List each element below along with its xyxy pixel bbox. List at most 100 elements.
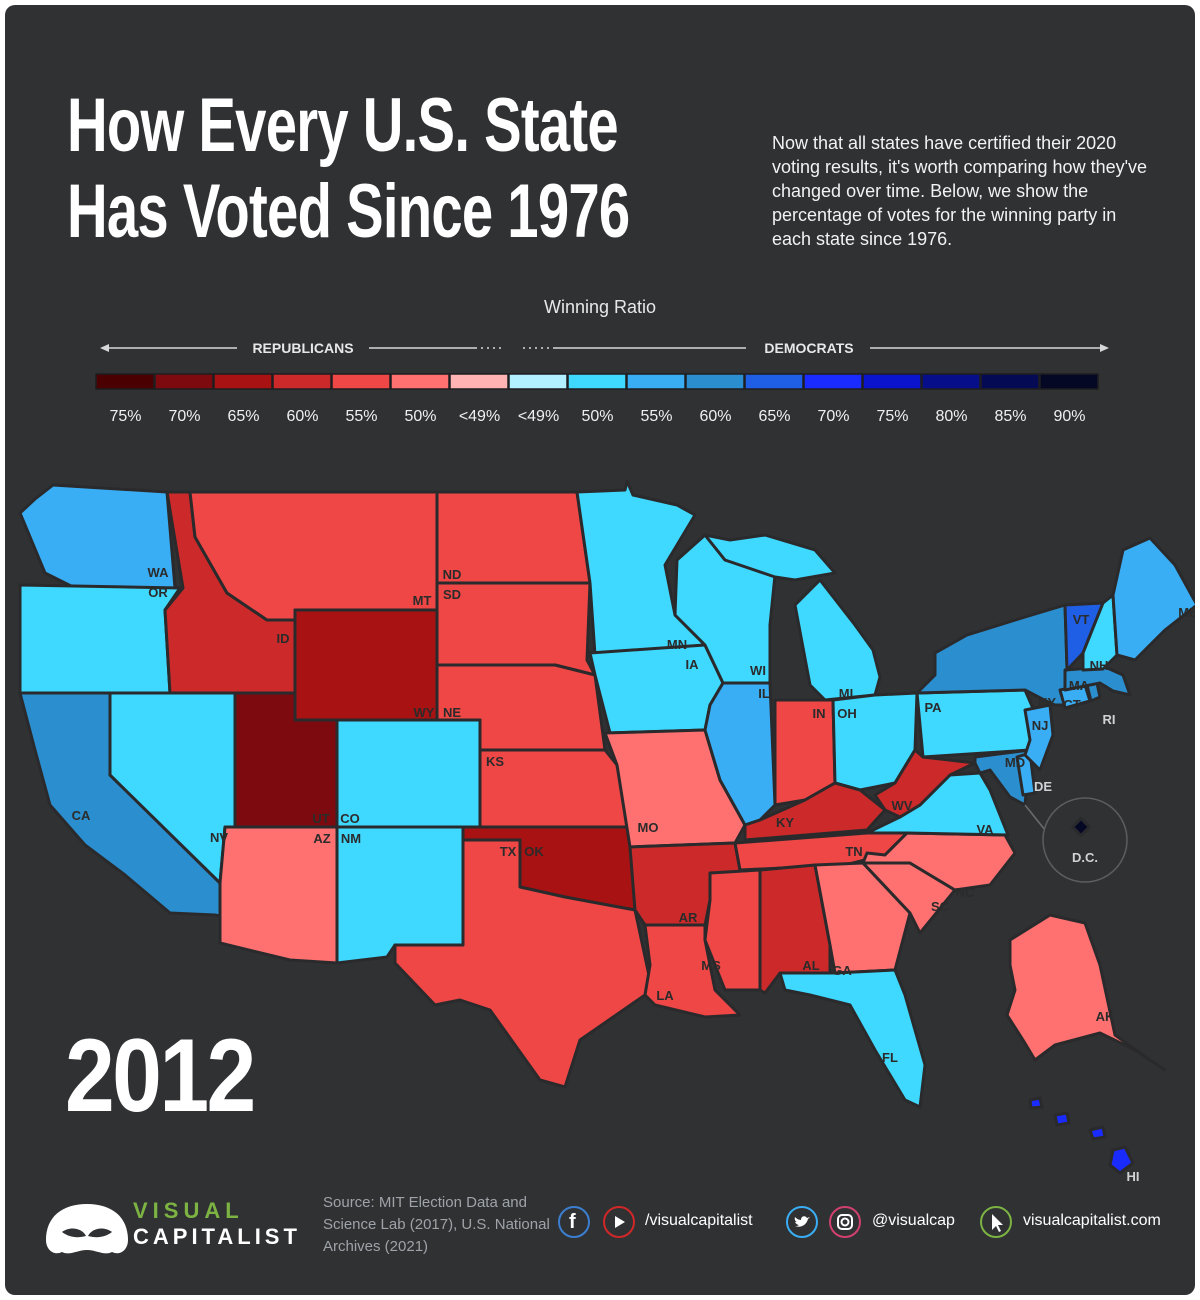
legend-tick-label: 50% <box>404 408 437 425</box>
legend-swatch <box>685 373 745 390</box>
legend-tick-label: 55% <box>640 408 673 425</box>
state-label-in: IN <box>813 706 826 721</box>
legend-swatch <box>567 373 627 390</box>
state-label-ct: CT <box>1063 697 1080 712</box>
cursor-icon[interactable] <box>980 1206 1012 1238</box>
source-text: Source: MIT Election Data and Science La… <box>323 1194 550 1255</box>
state-label-de: DE <box>1034 779 1052 794</box>
youtube-handle-link[interactable]: /visualcapitalist <box>645 1212 753 1229</box>
state-fl <box>778 968 927 1109</box>
legend-tick-label: 80% <box>935 408 968 425</box>
website-link[interactable]: visualcapitalist.com <box>1023 1212 1161 1229</box>
legend-tick-label: 65% <box>758 408 791 425</box>
legend-tick-label: 85% <box>994 408 1027 425</box>
legend-tick-label: 65% <box>227 408 260 425</box>
state-ak <box>1005 913 1167 1072</box>
legend-swatch <box>626 373 686 390</box>
state-nj <box>1023 703 1055 772</box>
legend-tick-label: 55% <box>345 408 378 425</box>
state-label-or: OR <box>148 585 168 600</box>
state-label-az: AZ <box>313 831 330 846</box>
legend-swatch <box>862 373 922 390</box>
legend-tick-label: <49% <box>517 408 560 425</box>
state-ma <box>1063 665 1132 697</box>
legend-tick-label: 75% <box>109 408 142 425</box>
legend-swatch <box>921 373 981 390</box>
instagram-icon[interactable] <box>829 1206 861 1238</box>
state-label-ok: OK <box>524 844 544 859</box>
state-ia <box>588 643 725 735</box>
state-mn <box>575 479 707 657</box>
state-label-ut: UT <box>312 811 329 826</box>
state-wv <box>873 748 977 819</box>
facebook-icon[interactable]: f <box>558 1206 590 1238</box>
logo-bottom-text: CAPITALIST <box>133 1224 301 1249</box>
state-label-tn: TN <box>845 844 862 859</box>
title-line-1: How Every U.S. State <box>67 83 619 168</box>
dc-callout-circle <box>1042 797 1128 883</box>
legend-tick-label: 60% <box>286 408 319 425</box>
state-hi-kauai <box>1028 1096 1044 1110</box>
us-election-map: WA OR ID MT ND SD WY NE CA NV UT CO AZ NM KS OK TX MN IA MO… <box>18 479 1195 1184</box>
state-label-tx: TX <box>500 844 517 859</box>
state-label-me: ME <box>1178 605 1195 620</box>
state-az <box>218 825 339 965</box>
state-label-ny: NY <box>1038 695 1056 710</box>
legend-swatch <box>980 373 1040 390</box>
legend-tick-label: <49% <box>458 408 501 425</box>
state-mi-upper <box>703 533 837 582</box>
right-arrow-icon <box>1100 344 1109 352</box>
state-mi <box>793 578 882 702</box>
legend-tick-label: 50% <box>581 408 614 425</box>
state-nm <box>335 825 465 965</box>
dc-callout-line <box>1024 804 1046 831</box>
state-label-mt: MT <box>413 593 432 608</box>
state-label-ma: MA <box>1069 678 1090 693</box>
legend-tick-label: 70% <box>168 408 201 425</box>
legend-swatch <box>272 373 332 390</box>
legend-swatch <box>449 373 509 390</box>
state-label-nj: NJ <box>1032 718 1049 733</box>
twitter-icon[interactable] <box>786 1206 818 1238</box>
legend-tick-label: 75% <box>876 408 909 425</box>
title-line-2: Has Voted Since 1976 <box>67 169 630 254</box>
state-label-sc: SC <box>931 899 950 914</box>
state-label-al: AL <box>802 958 819 973</box>
legend-tick-label: 70% <box>817 408 850 425</box>
legend-swatch <box>744 373 804 390</box>
state-label-mi: MI <box>839 686 853 701</box>
state-label-oh: OH <box>837 706 857 721</box>
state-label-ms: MS <box>701 958 721 973</box>
legend-swatch <box>803 373 863 390</box>
youtube-icon[interactable] <box>603 1206 635 1238</box>
state-label-ga: GA <box>832 963 852 978</box>
state-label-ri: RI <box>1103 712 1116 727</box>
legend-title: Winning Ratio <box>543 297 657 317</box>
state-label-il: IL <box>758 686 770 701</box>
legend: REPUBLICANS DEMOCRATS <box>95 340 1109 390</box>
legend-swatch <box>508 373 568 390</box>
state-label-sd: SD <box>443 587 461 602</box>
social-handle-link[interactable]: @visualcap <box>872 1212 955 1229</box>
state-label-wa: WA <box>148 565 170 580</box>
legend-swatch <box>213 373 273 390</box>
state-label-ia: IA <box>686 657 700 672</box>
visual-capitalist-logo-icon <box>46 1204 128 1254</box>
state-label-fl: FL <box>882 1050 898 1065</box>
intro-text: Now that all states have certified their… <box>772 133 1148 249</box>
state-label-vt: VT <box>1073 612 1090 627</box>
state-label-nm: NM <box>341 831 361 846</box>
left-arrow-icon <box>100 344 109 352</box>
state-label-la: LA <box>656 988 674 1003</box>
state-label-wi: WI <box>750 663 766 678</box>
legend-tick-label: 60% <box>699 408 732 425</box>
legend-swatch <box>154 373 214 390</box>
legend-republicans-label: REPUBLICANS <box>252 340 353 356</box>
state-label-ca: CA <box>72 808 91 823</box>
state-label-dc: D.C. <box>1072 850 1098 865</box>
state-ky <box>743 781 887 842</box>
state-me <box>1111 536 1195 662</box>
legend-democrats-label: DEMOCRATS <box>764 340 853 356</box>
infographic-card: How Every U.S. State Has Voted Since 197… <box>5 5 1195 1295</box>
state-label-ks: KS <box>486 754 504 769</box>
